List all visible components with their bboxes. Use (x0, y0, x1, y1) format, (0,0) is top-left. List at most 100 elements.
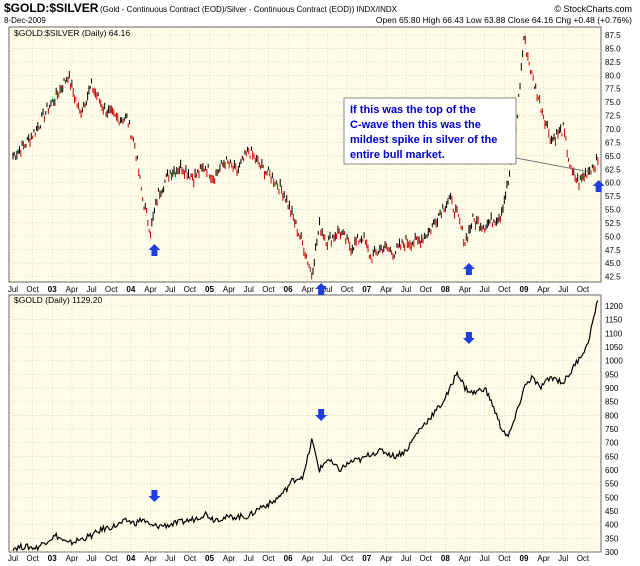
x-tick-label: Jul (401, 285, 411, 294)
x-tick-label: Jul (480, 554, 490, 563)
x-tick-label: Apr (380, 554, 393, 563)
y-tick-label: 700 (605, 439, 619, 448)
x-tick-label: Jul (8, 554, 18, 563)
x-tick-label: Oct (419, 285, 432, 294)
y-tick-label: 55.0 (605, 206, 621, 215)
chart-quote: Open 65.80 High 66.43 Low 63.88 Close 64… (376, 15, 632, 25)
x-tick-label: Oct (341, 554, 354, 563)
y-tick-label: 57.5 (605, 192, 621, 201)
x-tick-label: Apr (537, 554, 550, 563)
x-tick-label: Apr (459, 554, 472, 563)
down-arrow-icon (462, 332, 475, 344)
y-tick-label: 77.5 (605, 85, 621, 94)
y-tick-label: 60.0 (605, 179, 621, 188)
x-tick-label: 07 (362, 285, 371, 294)
y-tick-label: 80.0 (605, 71, 621, 80)
x-tick-label: Jul (86, 554, 96, 563)
callout-pointer (515, 157, 591, 173)
up-arrow-icon (592, 180, 605, 192)
x-tick-label: Oct (498, 285, 511, 294)
x-tick-label: 07 (362, 554, 371, 563)
x-tick-label: Oct (498, 554, 511, 563)
y-tick-label: 400 (605, 521, 619, 530)
y-tick-label: 67.5 (605, 138, 621, 147)
y-tick-label: 87.5 (605, 31, 621, 40)
y-tick-label: 1100 (605, 329, 623, 338)
y-tick-label: 65.0 (605, 152, 621, 161)
x-tick-label: Apr (66, 554, 79, 563)
y-tick-label: 300 (605, 548, 619, 557)
x-tick-label: Oct (184, 554, 197, 563)
x-tick-label: Oct (184, 285, 197, 294)
x-tick-label: Jul (558, 554, 568, 563)
y-tick-label: 52.5 (605, 219, 621, 228)
y-tick-label: 1050 (605, 343, 623, 352)
y-tick-label: 900 (605, 384, 619, 393)
x-tick-label: Apr (302, 554, 315, 563)
x-tick-label: 06 (284, 285, 293, 294)
y-tick-label: 70.0 (605, 125, 621, 134)
y-tick-label: 1000 (605, 357, 623, 366)
y-tick-label: 1200 (605, 302, 623, 311)
price-line (12, 300, 599, 552)
x-tick-label: 06 (284, 554, 293, 563)
x-tick-label: 04 (126, 554, 135, 563)
x-tick-label: Jul (558, 285, 568, 294)
y-tick-label: 47.5 (605, 246, 621, 255)
x-tick-label: 03 (48, 285, 57, 294)
x-tick-label: Apr (223, 285, 236, 294)
x-tick-label: 05 (205, 285, 214, 294)
x-tick-label: 03 (48, 554, 57, 563)
x-tick-label: Oct (341, 285, 354, 294)
up-arrow-icon (462, 263, 475, 275)
gold-panel (8, 294, 602, 553)
y-tick-label: 550 (605, 480, 619, 489)
y-tick-label: 62.5 (605, 165, 621, 174)
x-tick-label: Oct (105, 554, 118, 563)
x-tick-label: 08 (441, 285, 450, 294)
y-tick-label: 450 (605, 507, 619, 516)
x-tick-label: Oct (262, 285, 275, 294)
x-tick-label: 08 (441, 554, 450, 563)
x-tick-label: Oct (105, 285, 118, 294)
y-tick-label: 72.5 (605, 112, 621, 121)
x-tick-label: Apr (144, 285, 157, 294)
y-tick-label: 1150 (605, 316, 623, 325)
x-tick-label: 04 (126, 285, 135, 294)
up-arrow-icon (315, 283, 328, 295)
up-arrow-icon (148, 244, 161, 256)
y-tick-label: 75.0 (605, 98, 621, 107)
down-arrow-icon (148, 490, 161, 502)
x-tick-label: Jul (165, 554, 175, 563)
ratio-legend: $GOLD:$SILVER (Daily) 64.16 (14, 28, 130, 38)
y-tick-label: 350 (605, 534, 619, 543)
x-tick-label: Oct (26, 554, 39, 563)
y-tick-label: 750 (605, 425, 619, 434)
y-tick-label: 600 (605, 466, 619, 475)
y-tick-label: 85.0 (605, 44, 621, 53)
chart-description: (Gold - Continuous Contract (EOD)/Silver… (100, 5, 398, 14)
y-tick-label: 42.5 (605, 273, 621, 282)
callout-line-1: If this was the top of the (350, 104, 476, 116)
y-tick-label: 950 (605, 370, 619, 379)
y-tick-label: 800 (605, 411, 619, 420)
x-tick-label: Jul (322, 554, 332, 563)
x-tick-label: 09 (520, 554, 529, 563)
x-tick-label: Apr (380, 285, 393, 294)
y-tick-label: 82.5 (605, 58, 621, 67)
x-tick-label: Jul (401, 554, 411, 563)
y-tick-label: 50.0 (605, 232, 621, 241)
chart-date: 8-Dec-2009 (4, 16, 46, 25)
x-tick-label: Jul (165, 285, 175, 294)
x-tick-label: 05 (205, 554, 214, 563)
callout-line-2: C-wave then this was the (350, 119, 481, 131)
x-tick-label: Oct (577, 554, 590, 563)
y-tick-label: 45.0 (605, 259, 621, 268)
x-tick-label: Jul (86, 285, 96, 294)
y-tick-label: 500 (605, 493, 619, 502)
gold-legend: $GOLD (Daily) 1129.20 (14, 295, 102, 305)
brand-label: © StockCharts.com (554, 4, 632, 14)
x-tick-label: Oct (419, 554, 432, 563)
x-tick-label: Oct (577, 285, 590, 294)
